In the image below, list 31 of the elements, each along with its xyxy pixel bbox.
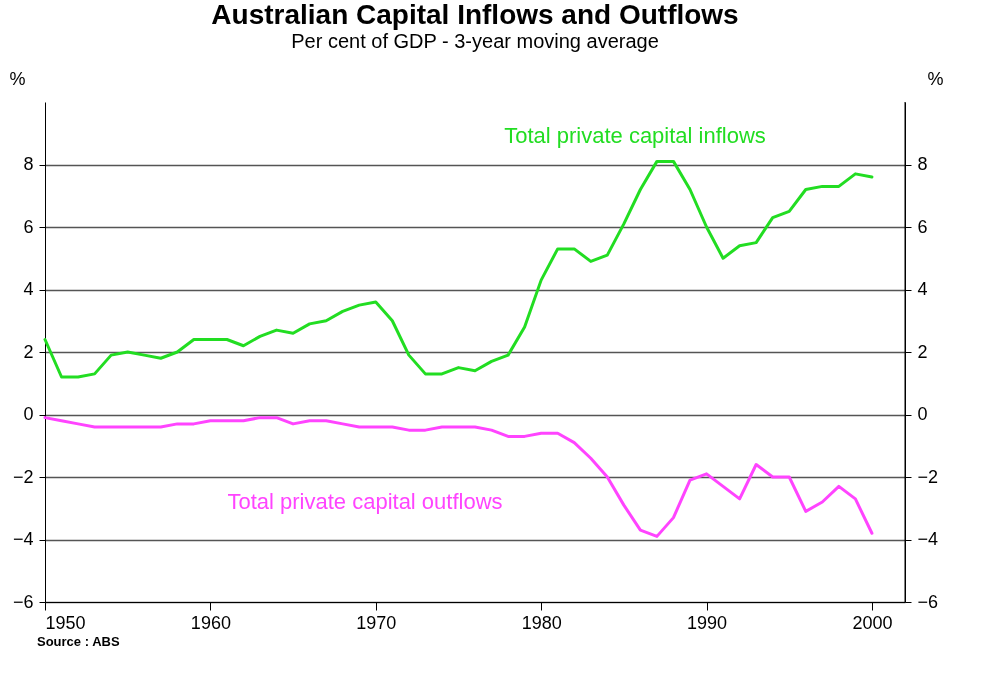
y-tick-label: 4 bbox=[23, 279, 34, 299]
y-tick-label: −2 bbox=[12, 466, 34, 487]
y-tick-label: 6 bbox=[23, 216, 34, 237]
text: Total private capital outflows bbox=[227, 489, 503, 514]
y-axis-title: % bbox=[9, 68, 26, 89]
x-tick-label: 1990 bbox=[687, 612, 728, 633]
x-tick-label: 2000 bbox=[852, 612, 893, 633]
y-tick-label: −4 bbox=[12, 529, 34, 549]
y2-axis-title: % bbox=[927, 68, 944, 89]
y2-tick-label: 0 bbox=[917, 404, 928, 424]
y2-tick-label: −2 bbox=[917, 466, 939, 487]
chart-title: Australian Capital Inflows and Outflows bbox=[211, 0, 739, 30]
source-note: Source : ABS bbox=[37, 634, 120, 649]
y2-tick-label: 8 bbox=[917, 154, 928, 174]
x-tick-label: 1950 bbox=[45, 612, 86, 633]
y2-tick-label: 6 bbox=[917, 216, 928, 237]
x-tick-label: 1980 bbox=[521, 612, 562, 633]
y-tick-label: −6 bbox=[12, 591, 34, 612]
y2-tick-label: 2 bbox=[917, 341, 928, 362]
y-tick-label: 8 bbox=[23, 154, 34, 174]
y-tick-label: 0 bbox=[23, 404, 34, 424]
x-tick-label: 1960 bbox=[190, 612, 231, 633]
y2-tick-label: 4 bbox=[917, 279, 928, 299]
y2-tick-label: −4 bbox=[917, 529, 939, 549]
line-series bbox=[43, 159, 874, 379]
series-label: Total private capital inflows bbox=[504, 123, 766, 148]
y-tick-label: 2 bbox=[23, 341, 34, 362]
y2-tick-label: −6 bbox=[917, 591, 939, 612]
chart-subtitle: Per cent of GDP - 3-year moving average bbox=[291, 30, 659, 52]
line-series bbox=[43, 416, 874, 538]
x-tick-label: 1970 bbox=[356, 612, 397, 633]
